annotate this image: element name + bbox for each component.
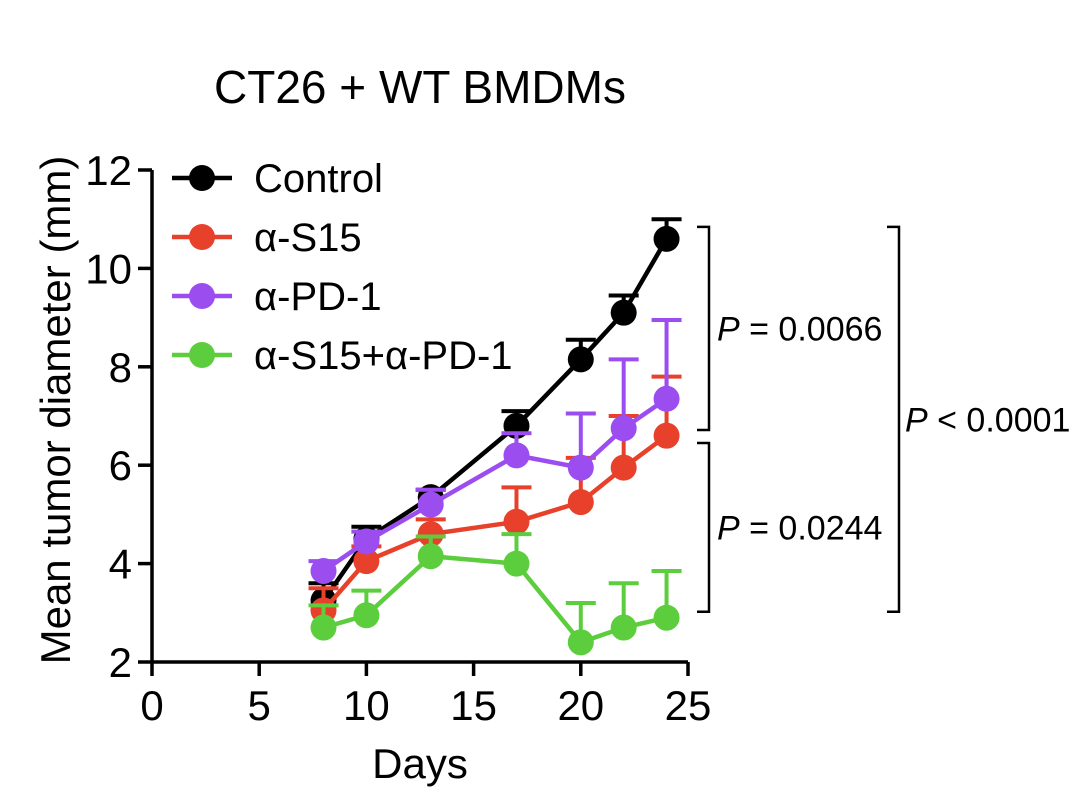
- data-series: [308, 217, 682, 656]
- data-point: [353, 528, 380, 555]
- legend-label: α-PD-1: [254, 275, 382, 319]
- data-point: [610, 415, 637, 442]
- legend-label: Control: [254, 157, 383, 201]
- data-point: [310, 614, 337, 641]
- p-value: = 0.0066: [740, 310, 883, 348]
- y-tick-label: 10: [85, 245, 132, 292]
- data-point: [567, 489, 594, 516]
- legend: Control α-S15 α-PD-1 α-S15+α-PD-1: [172, 157, 513, 378]
- legend-label: α-S15+α-PD-1: [254, 334, 513, 378]
- x-tick-label: 5: [248, 682, 271, 729]
- legend-marker: [189, 165, 215, 191]
- data-point: [503, 442, 530, 469]
- legend-item: α-PD-1: [172, 275, 382, 319]
- data-point: [353, 602, 380, 629]
- legend-marker: [189, 224, 215, 250]
- y-tick-label: 8: [109, 344, 132, 391]
- p-symbol: P: [717, 310, 740, 348]
- data-point: [503, 550, 530, 577]
- bracket-p3: P < 0.0001: [887, 225, 1070, 613]
- chart-title: CT26 + WT BMDMs: [214, 61, 626, 113]
- p-value: < 0.0001: [928, 401, 1071, 439]
- p-value: = 0.0244: [740, 509, 883, 547]
- x-tick-label: 20: [557, 682, 604, 729]
- data-point: [653, 225, 680, 252]
- bracket-line: [697, 225, 711, 432]
- data-point: [610, 614, 637, 641]
- data-point: [567, 629, 594, 656]
- y-tick-label: 6: [109, 442, 132, 489]
- series-α-PD-1: [308, 318, 682, 584]
- bracket-line: [887, 225, 901, 613]
- data-point: [417, 543, 444, 570]
- bracket-p2: P = 0.0244: [697, 441, 882, 613]
- data-point: [653, 422, 680, 449]
- bracket-line: [697, 441, 711, 613]
- data-point: [653, 385, 680, 412]
- x-tick-label: 0: [140, 682, 163, 729]
- legend-label: α-S15: [254, 216, 362, 260]
- legend-marker: [189, 283, 215, 309]
- data-point: [353, 548, 380, 575]
- data-point: [417, 491, 444, 518]
- p-symbol: P: [717, 509, 740, 547]
- data-point: [610, 299, 637, 326]
- data-point: [653, 604, 680, 631]
- axes: 2 4 6 8 10 12 0 5 10 15 20 25: [85, 147, 711, 729]
- data-point: [567, 346, 594, 373]
- x-tick-label: 10: [343, 682, 390, 729]
- data-point: [610, 454, 637, 481]
- legend-item: Control: [172, 157, 383, 201]
- data-point: [417, 521, 444, 548]
- x-tick-label: 15: [450, 682, 497, 729]
- p-value-label: P < 0.0001: [905, 401, 1070, 439]
- y-tick-label: 2: [109, 639, 132, 686]
- y-tick-label: 12: [85, 147, 132, 194]
- p-symbol: P: [905, 401, 928, 439]
- x-tick-label: 25: [665, 682, 712, 729]
- data-point: [567, 454, 594, 481]
- p-value-label: P = 0.0244: [717, 509, 882, 547]
- series-α-S15+α-PD-1: [308, 532, 682, 656]
- p-value-label: P = 0.0066: [717, 310, 882, 348]
- x-axis-label: Days: [372, 740, 468, 787]
- data-point: [310, 557, 337, 584]
- y-axis-label: Mean tumor diameter (mm): [32, 156, 79, 665]
- legend-item: α-S15+α-PD-1: [172, 334, 513, 378]
- bracket-p1: P = 0.0066: [697, 225, 882, 432]
- data-point: [503, 508, 530, 535]
- y-tick-label: 4: [109, 541, 132, 588]
- legend-marker: [189, 342, 215, 368]
- legend-item: α-S15: [172, 216, 362, 260]
